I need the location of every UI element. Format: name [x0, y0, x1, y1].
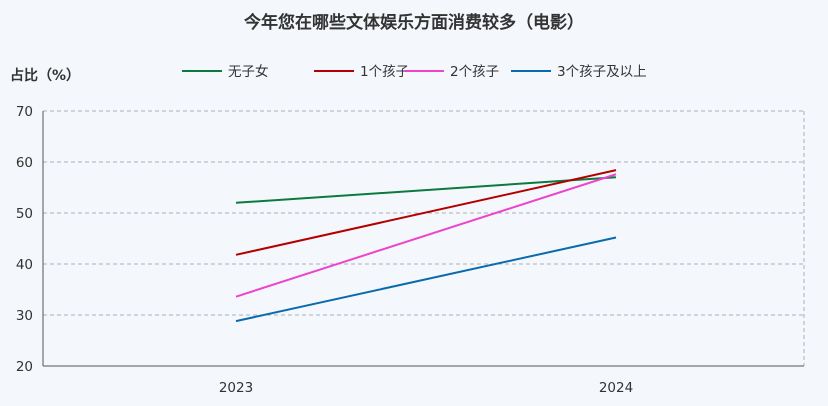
series-line [235, 173, 617, 298]
legend-label: 2个孩子 [450, 64, 499, 80]
y-tick-label: 20 [16, 359, 33, 375]
legend-label: 3个孩子及以上 [557, 64, 647, 80]
series-group [235, 169, 617, 323]
series-line [235, 176, 617, 204]
y-tick-label: 70 [16, 104, 33, 120]
series-line [235, 169, 617, 256]
y-tick-label: 50 [16, 206, 33, 222]
grid [43, 110, 805, 366]
chart-title: 今年您在哪些文体娱乐方面消费较多（电影） [244, 12, 584, 33]
series-line [235, 236, 617, 323]
legend-item: 3个孩子及以上 [511, 64, 647, 80]
legend-item: 1个孩子 [314, 64, 409, 80]
legend: 无子女 1个孩子 2个孩子 3个孩子及以上 [182, 63, 647, 80]
legend-label: 1个孩子 [360, 64, 409, 80]
y-tick-label: 60 [16, 155, 33, 171]
legend-item: 2个孩子 [404, 64, 499, 80]
y-tick-label: 40 [16, 257, 33, 273]
legend-label: 无子女 [228, 63, 269, 80]
x-tick-label: 2023 [219, 380, 253, 396]
legend-item: 无子女 [182, 63, 269, 80]
x-tick-label: 2024 [599, 380, 633, 396]
y-axis-label: 占比（%） [10, 67, 80, 84]
y-tick-label: 30 [16, 308, 33, 324]
axes: 20 30 40 50 60 70 2023 2024 [16, 104, 804, 396]
